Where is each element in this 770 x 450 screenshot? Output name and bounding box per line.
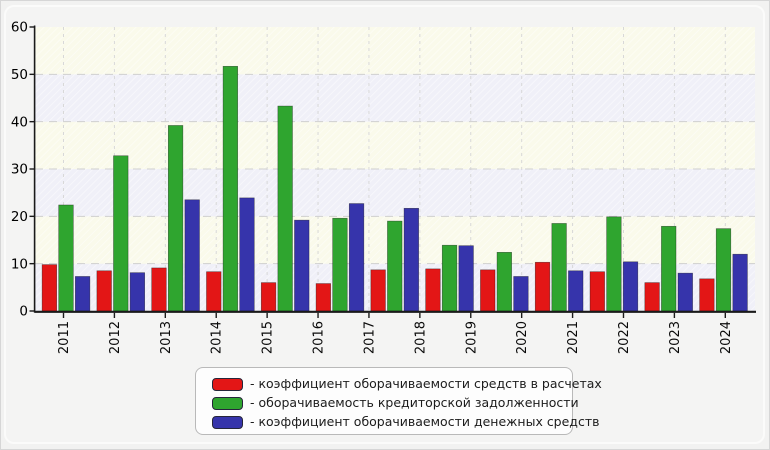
bar: [184, 199, 200, 312]
bar: [425, 268, 441, 312]
bar: [403, 207, 419, 312]
bar: [332, 217, 348, 312]
bar: [441, 244, 458, 312]
bar: [167, 125, 184, 312]
bar: [551, 223, 567, 312]
bar: [622, 261, 639, 312]
legend-item-payables: - оборачиваемость кредиторской задолженн…: [212, 395, 579, 411]
x-tick-label: 2017: [362, 321, 377, 354]
bar-chart: 0 10 20 30 40 50 60 2011 2012 2013 2014 2015 2016 201…: [11, 20, 756, 354]
x-tick-label: 2024: [719, 321, 734, 354]
bar: [458, 245, 474, 312]
x-tick-label: 2012: [108, 321, 123, 354]
bar: [370, 269, 386, 312]
bar: [315, 283, 331, 312]
x-tick-label: 2023: [668, 321, 683, 354]
bar: [96, 270, 112, 312]
bar: [348, 203, 365, 312]
x-tick-label: 2018: [413, 321, 428, 354]
bar: [151, 267, 167, 312]
bar: [239, 197, 255, 312]
bar: [387, 220, 403, 312]
bar: [129, 272, 145, 312]
legend-label: - коэффициент оборачиваемости средств в …: [250, 376, 602, 391]
y-tick-label: 60: [11, 20, 28, 36]
legend-swatch-red: [212, 377, 243, 391]
x-tick-label: 2016: [312, 321, 327, 354]
bar: [589, 271, 605, 312]
bar: [513, 276, 529, 312]
legend-swatch-green: [212, 396, 243, 410]
bar: [480, 269, 496, 312]
y-tick-label: 30: [11, 162, 28, 178]
legend-item-cash: - коэффициент оборачиваемости денежных с…: [212, 414, 599, 430]
bar: [41, 264, 57, 312]
bar: [644, 282, 660, 312]
bar: [732, 253, 748, 312]
x-tick-label: 2020: [515, 321, 530, 354]
bar: [206, 271, 222, 312]
y-tick-label: 40: [11, 114, 28, 130]
bar: [715, 228, 732, 312]
bar: [606, 216, 622, 312]
chart-legend: - коэффициент оборачиваемости средств в …: [195, 367, 602, 435]
bar: [677, 272, 693, 312]
bar: [294, 219, 310, 312]
x-tick-label: 2022: [617, 321, 632, 354]
bar: [534, 261, 551, 312]
bar: [568, 270, 584, 312]
legend-label: - оборачиваемость кредиторской задолженн…: [250, 395, 579, 410]
legend-item-receivables: - коэффициент оборачиваемости средств в …: [212, 376, 602, 392]
bar: [496, 252, 512, 312]
y-tick-label: 50: [11, 67, 28, 83]
x-tick-label: 2014: [210, 321, 225, 354]
x-tick-label: 2011: [57, 321, 72, 354]
bar: [58, 204, 74, 312]
x-tick-label: 2019: [464, 321, 479, 354]
y-tick-label: 10: [11, 256, 28, 272]
legend-label: - коэффициент оборачиваемости денежных с…: [250, 414, 600, 429]
legend-swatch-blue: [212, 415, 243, 429]
x-tick-label: 2021: [566, 321, 581, 354]
y-tick-label: 0: [19, 304, 28, 320]
bar: [277, 105, 293, 312]
bar: [75, 276, 91, 312]
bar: [222, 65, 238, 312]
bar: [699, 278, 715, 312]
bar: [113, 155, 129, 312]
bar: [260, 282, 277, 312]
x-tick-label: 2013: [159, 321, 174, 354]
x-tick-label: 2015: [261, 321, 276, 354]
y-tick-label: 20: [11, 209, 28, 225]
bar: [661, 225, 677, 312]
